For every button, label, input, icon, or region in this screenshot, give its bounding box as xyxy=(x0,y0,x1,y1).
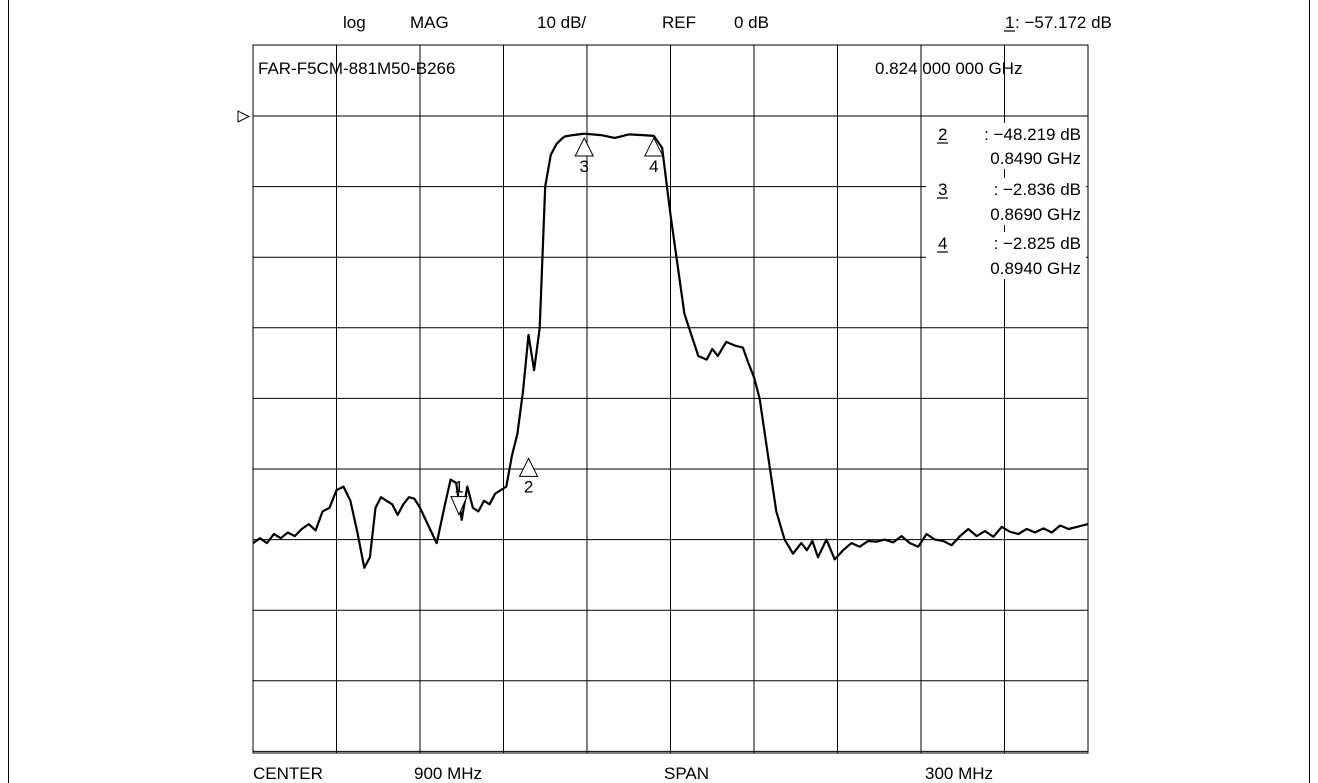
marker-readout-background xyxy=(926,178,1086,225)
marker-readout-frequency: 0.8940 GHz xyxy=(990,259,1081,278)
marker1-frequency: 0.824 000 000 GHz xyxy=(875,59,1022,78)
marker1-number: 1 xyxy=(1005,13,1014,32)
marker-triangle xyxy=(643,136,664,157)
ref-value: 0 dB xyxy=(734,13,769,32)
marker-readout-number: 4 xyxy=(938,234,947,253)
marker-readout-background xyxy=(926,123,1086,169)
marker-readout-frequency: 0.8690 GHz xyxy=(990,205,1081,224)
reference-level-pointer xyxy=(237,110,251,123)
marker-readout-value: : −48.219 dB xyxy=(984,125,1081,144)
trace-line xyxy=(252,132,1089,569)
marker-readouts: 2 : −48.219 dB 0.8490 GHz 3 : −2.836 dB 0.869… xyxy=(926,123,1086,279)
marker-label: 2 xyxy=(524,477,533,496)
marker-readout-number: 3 xyxy=(938,180,947,199)
marker-label: 1 xyxy=(454,478,463,497)
span-value: 300 MHz xyxy=(925,764,993,783)
trace-markers: 1 2 3 4 xyxy=(450,136,664,516)
marker-label: 3 xyxy=(579,157,588,176)
marker-readout-number: 2 xyxy=(938,125,947,144)
ref-label: REF xyxy=(662,13,696,32)
marker1-value: : −57.172 dB xyxy=(1015,13,1112,32)
marker-triangle xyxy=(574,136,595,157)
format-label: log xyxy=(343,13,366,32)
center-value: 900 MHz xyxy=(414,764,482,783)
span-label: SPAN xyxy=(664,764,709,783)
marker-triangle xyxy=(450,496,468,516)
marker-readout-value: : −2.825 dB xyxy=(994,234,1081,253)
marker-readout-frequency: 0.8490 GHz xyxy=(990,149,1081,168)
marker-readout-value: : −2.836 dB xyxy=(994,180,1081,199)
marker-triangle xyxy=(518,457,539,477)
scale-label: 10 dB/ xyxy=(537,13,586,32)
center-label: CENTER xyxy=(253,764,323,783)
marker-label: 4 xyxy=(649,157,658,176)
marker-readout-background xyxy=(926,232,1086,279)
device-label: FAR-F5CM-881M50-B266 xyxy=(258,59,455,78)
instrument-frame xyxy=(8,0,1310,783)
mode-label: MAG xyxy=(410,13,449,32)
